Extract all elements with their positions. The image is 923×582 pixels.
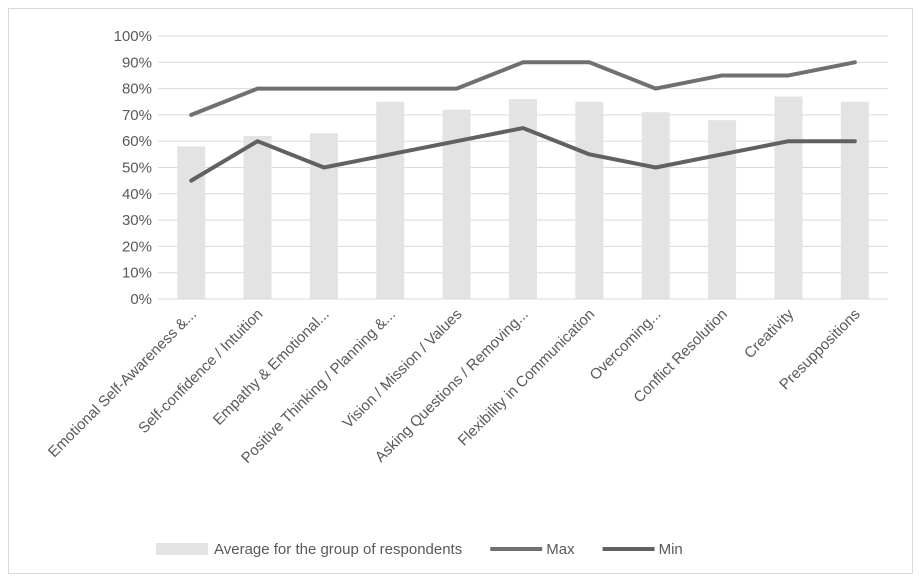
bar: [177, 146, 206, 299]
y-tick-label: 20%: [122, 238, 152, 255]
x-tick-label: Creativity: [741, 305, 798, 362]
y-tick-label: 100%: [114, 28, 152, 45]
bar: [840, 101, 869, 299]
y-tick-label: 50%: [122, 160, 152, 177]
y-tick-label: 40%: [122, 186, 152, 203]
y-tick-label: 30%: [122, 212, 152, 229]
y-axis-tick-labels: 0% 10% 20% 30% 40% 50% 60% 70% 80% 90% 100%: [114, 28, 152, 308]
x-tick-label: Self-confidence / Intuition: [135, 306, 266, 437]
y-tick-label: 80%: [122, 81, 152, 98]
y-tick-label: 60%: [122, 133, 152, 150]
y-tick-label: 70%: [122, 107, 152, 124]
bar: [641, 112, 670, 300]
x-tick-label: Vision / Mission / Values: [339, 306, 465, 432]
average-bars: [177, 96, 869, 300]
legend: Average for the group of respondents Max M…: [156, 541, 683, 558]
bar: [774, 96, 803, 300]
y-tick-label: 0%: [130, 291, 152, 308]
series-line: [189, 60, 857, 117]
series-line: [189, 126, 857, 183]
bar: [243, 135, 272, 299]
series-lines: [189, 60, 857, 183]
x-tick-label: Empathy & Emotional...: [210, 306, 333, 429]
y-tick-label: 90%: [122, 54, 152, 71]
x-tick-label: Flexibility in Communication: [455, 306, 598, 449]
bar: [309, 133, 338, 299]
bar: [376, 101, 405, 299]
legend-label: Min: [659, 541, 683, 558]
legend-label: Average for the group of respondents: [214, 541, 462, 558]
bar: [708, 120, 737, 299]
bar: [575, 101, 604, 299]
x-axis-tick-labels: Emotional Self-Awareness &...Self-confid…: [45, 305, 864, 466]
legend-label: Max: [546, 541, 575, 558]
legend-swatch: [156, 543, 208, 555]
y-tick-label: 10%: [122, 265, 152, 282]
